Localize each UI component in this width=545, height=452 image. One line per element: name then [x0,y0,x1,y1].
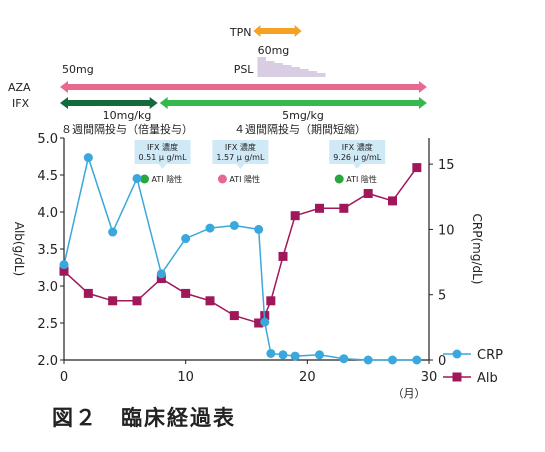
ati-status-dot [334,174,344,184]
crp-data-point [290,351,300,361]
crp-data-point [278,350,288,360]
alb-data-point [388,196,397,206]
ifx-level-callout-box [134,140,191,169]
ifx-phase2-dose: 5mg/kg [282,109,324,122]
tpn-arrow [253,25,302,37]
right-y-tick-label: 15 [438,158,455,173]
alb-data-point [278,251,288,261]
aza-dose-label: 50mg [62,63,94,76]
aza-arrow [60,81,427,93]
crp-data-point [254,224,264,234]
ifx-level-callout-value: 1.57 µ g/mL [216,153,265,162]
ifx-level-callout-title: IFX 濃度 [225,142,256,152]
left-y-tick-label: 3.5 [37,243,58,258]
crp-data-point [260,317,270,327]
crp-data-point [108,227,118,237]
alb-data-point [229,311,239,321]
alb-data-point [363,189,373,198]
psl-taper-shape [257,57,326,77]
crp-data-point [83,153,93,163]
left-y-tick-label: 2.0 [37,354,58,369]
ati-status-label: ATI 陰性 [152,174,183,184]
right-y-tick-label: 10 [438,223,455,238]
left-y-tick-label: 4.0 [37,206,58,221]
ifx-level-callout-value: 0.51 µ g/mL [139,153,188,162]
ifx-level-callout-box [212,140,269,169]
alb-data-point [156,274,166,284]
alb-data-point [83,288,93,298]
crp-data-point [59,260,69,270]
x-tick-label: 0 [60,370,68,385]
ati-status-dot [140,174,150,184]
alb-data-point [181,288,191,298]
alb-data-point [412,163,422,173]
crp-data-point [363,355,373,365]
left-y-axis-title: Alb(g/dL) [12,222,26,277]
left-y-tick-label: 2.5 [37,317,58,332]
crp-data-point [388,355,397,365]
ifx-label: IFX [12,97,30,110]
alb-data-point [59,266,69,276]
ifx-phase1-arrow [60,97,158,109]
left-y-tick-label: 5.0 [37,132,58,147]
alb-data-point [108,296,118,306]
right-y-axis-title: CRP(mg/dL) [470,214,484,285]
x-tick-label: 10 [177,370,194,385]
ati-status-label: ATI 陽性 [229,174,260,184]
figure-caption: 図２ 臨床経過表 [52,406,236,430]
alb-data-point [254,318,264,328]
ati-status-dot [217,174,227,184]
alb-data-point [290,211,300,221]
crp-series-line [63,154,417,361]
crp-data-point [205,223,215,233]
legend-alb-label: Alb [477,371,498,386]
ifx-level-callout-value: 9.26 µ g/mL [333,153,382,162]
crp-data-point [229,220,239,230]
x-tick-label: 20 [299,370,316,385]
alb-data-point [315,203,324,213]
crp-data-point [266,348,276,358]
crp-data-point [412,355,422,365]
x-tick-label: 30 [421,370,438,385]
alb-data-point [339,203,349,213]
left-y-tick-label: 3.0 [37,280,58,295]
ifx-phase2-arrow [159,97,427,109]
legend-crp-label: CRP [477,348,503,363]
right-y-tick-label: 0 [438,354,446,369]
crp-data-point [181,234,191,244]
crp-data-point [156,269,166,279]
alb-data-point [266,296,276,306]
right-y-tick-label: 5 [438,289,446,304]
psl-label: PSL [234,63,255,76]
legend-alb-marker [452,372,462,382]
ifx-phase1-note: ８週間隔投与（倍量投与） [61,122,193,136]
x-unit-label: （月） [393,387,426,400]
tpn-label: TPN [229,26,252,39]
crp-data-point [132,173,142,183]
ifx-level-callout-box [329,140,386,169]
left-y-tick-label: 4.5 [37,169,58,184]
alb-data-point [205,296,215,306]
ifx-level-callout-title: IFX 濃度 [147,142,178,152]
ifx-phase2-note: ４週間隔投与（期間短縮） [234,122,366,136]
aza-label: AZA [8,81,31,94]
ifx-phase1-dose: 10mg/kg [103,109,152,122]
alb-data-point [132,296,142,306]
psl-dose-label: 60mg [258,44,290,57]
crp-data-point [315,350,324,360]
legend-crp-marker [452,349,462,359]
ati-status-label: ATI 陰性 [346,174,377,184]
crp-data-point [339,354,349,364]
ifx-level-callout-title: IFX 濃度 [342,142,373,152]
